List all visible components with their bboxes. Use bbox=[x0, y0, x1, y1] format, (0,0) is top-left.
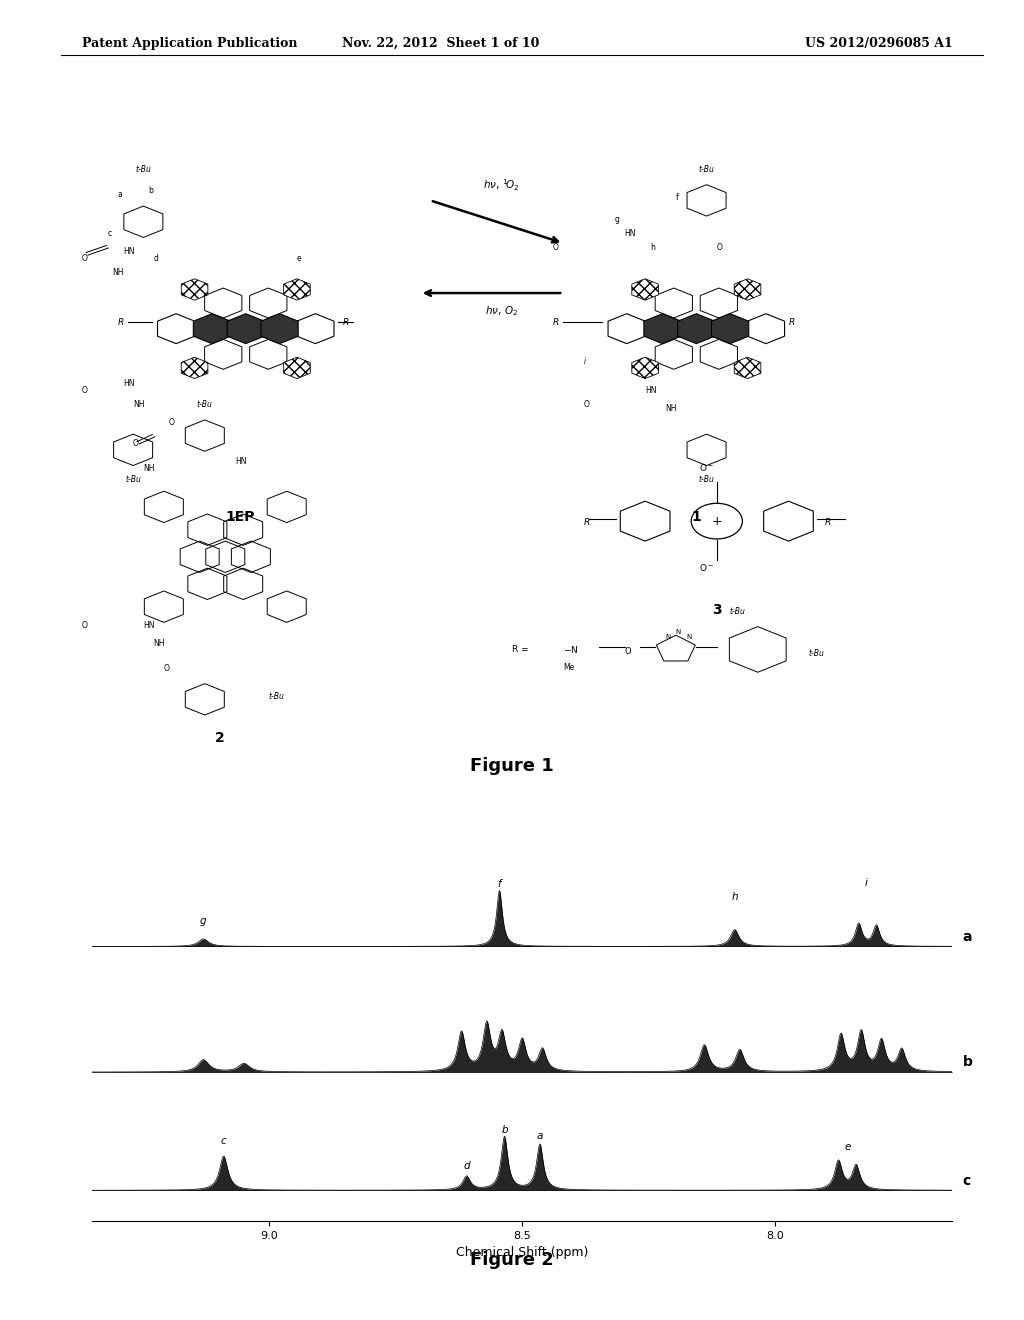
Text: O$^-$: O$^-$ bbox=[699, 562, 714, 573]
Text: Figure 2: Figure 2 bbox=[470, 1251, 554, 1270]
Text: t-Bu: t-Bu bbox=[698, 475, 715, 484]
Text: c: c bbox=[108, 228, 112, 238]
Text: 3: 3 bbox=[712, 603, 722, 616]
Text: O: O bbox=[625, 647, 631, 656]
Text: R =: R = bbox=[512, 645, 528, 653]
Text: a: a bbox=[963, 929, 972, 944]
Text: b: b bbox=[963, 1056, 973, 1069]
Text: t-Bu: t-Bu bbox=[729, 607, 745, 616]
Text: Me: Me bbox=[563, 663, 574, 672]
Text: O: O bbox=[82, 385, 88, 395]
Text: HN: HN bbox=[625, 228, 636, 238]
Text: HN: HN bbox=[123, 247, 134, 256]
Text: 1: 1 bbox=[691, 510, 701, 524]
Text: Nov. 22, 2012  Sheet 1 of 10: Nov. 22, 2012 Sheet 1 of 10 bbox=[342, 37, 539, 50]
Text: N: N bbox=[666, 634, 671, 640]
Polygon shape bbox=[632, 279, 658, 300]
Text: e: e bbox=[845, 1142, 851, 1152]
Polygon shape bbox=[734, 358, 761, 379]
Text: h: h bbox=[650, 243, 655, 252]
Text: R: R bbox=[788, 318, 795, 327]
Text: f: f bbox=[498, 879, 502, 888]
Text: $h\nu,\,^1\!O_2$: $h\nu,\,^1\!O_2$ bbox=[483, 178, 520, 194]
Text: i: i bbox=[865, 878, 867, 888]
Text: i: i bbox=[584, 358, 586, 367]
Text: t-Bu: t-Bu bbox=[809, 648, 825, 657]
Text: t-Bu: t-Bu bbox=[135, 165, 152, 174]
Text: e: e bbox=[297, 253, 302, 263]
Text: HN: HN bbox=[123, 379, 134, 388]
Text: d: d bbox=[463, 1160, 470, 1171]
Text: HN: HN bbox=[645, 385, 656, 395]
Polygon shape bbox=[632, 358, 658, 379]
Text: HN: HN bbox=[236, 457, 247, 466]
Text: R: R bbox=[343, 318, 349, 327]
Text: US 2012/0296085 A1: US 2012/0296085 A1 bbox=[805, 37, 952, 50]
Text: O: O bbox=[584, 400, 590, 409]
Text: O: O bbox=[82, 620, 88, 630]
Text: NH: NH bbox=[666, 404, 677, 413]
Text: 1EP: 1EP bbox=[226, 510, 255, 524]
Polygon shape bbox=[194, 314, 230, 343]
Text: t-Bu: t-Bu bbox=[125, 475, 141, 484]
Text: Figure 1: Figure 1 bbox=[470, 756, 554, 775]
Polygon shape bbox=[644, 314, 681, 343]
Text: N: N bbox=[676, 628, 681, 635]
X-axis label: Chemical Shift (ppm): Chemical Shift (ppm) bbox=[456, 1246, 589, 1259]
Text: +: + bbox=[712, 515, 722, 528]
Text: 2: 2 bbox=[215, 731, 225, 744]
Text: O: O bbox=[164, 664, 170, 673]
Text: h: h bbox=[731, 892, 738, 902]
Polygon shape bbox=[734, 279, 761, 300]
Text: c: c bbox=[963, 1173, 971, 1188]
Text: NH: NH bbox=[133, 400, 144, 409]
Text: R: R bbox=[584, 517, 590, 527]
Polygon shape bbox=[284, 358, 310, 379]
Polygon shape bbox=[181, 279, 208, 300]
Text: O: O bbox=[553, 243, 559, 252]
Text: f: f bbox=[676, 193, 679, 202]
Polygon shape bbox=[261, 314, 298, 343]
Text: O: O bbox=[717, 243, 723, 252]
Text: NH: NH bbox=[143, 465, 155, 474]
Text: g: g bbox=[200, 916, 207, 927]
Text: d: d bbox=[154, 253, 159, 263]
Text: NH: NH bbox=[113, 268, 124, 277]
Text: c: c bbox=[221, 1135, 226, 1146]
Text: N: N bbox=[686, 634, 691, 640]
Text: b: b bbox=[148, 186, 154, 195]
Text: O: O bbox=[169, 418, 175, 426]
Text: HN: HN bbox=[143, 620, 155, 630]
Text: t-Bu: t-Bu bbox=[268, 692, 285, 701]
Polygon shape bbox=[678, 314, 715, 343]
Text: Patent Application Publication: Patent Application Publication bbox=[82, 37, 297, 50]
Text: b: b bbox=[501, 1125, 508, 1135]
Text: a: a bbox=[118, 190, 123, 199]
Text: O: O bbox=[133, 440, 139, 449]
Text: R: R bbox=[118, 318, 124, 327]
Text: R: R bbox=[553, 318, 559, 327]
Text: t-Bu: t-Bu bbox=[698, 165, 715, 174]
Text: $h\nu,\,O_2$: $h\nu,\,O_2$ bbox=[485, 305, 518, 318]
Polygon shape bbox=[227, 314, 264, 343]
Text: NH: NH bbox=[154, 639, 165, 648]
Text: $-$N: $-$N bbox=[563, 644, 579, 655]
Text: O$^-$: O$^-$ bbox=[699, 462, 714, 474]
Text: O: O bbox=[82, 253, 88, 263]
Polygon shape bbox=[181, 358, 208, 379]
Polygon shape bbox=[712, 314, 749, 343]
Text: g: g bbox=[614, 215, 620, 224]
Text: t-Bu: t-Bu bbox=[197, 400, 213, 409]
Text: R: R bbox=[824, 517, 830, 527]
Polygon shape bbox=[284, 279, 310, 300]
Text: a: a bbox=[537, 1131, 543, 1140]
